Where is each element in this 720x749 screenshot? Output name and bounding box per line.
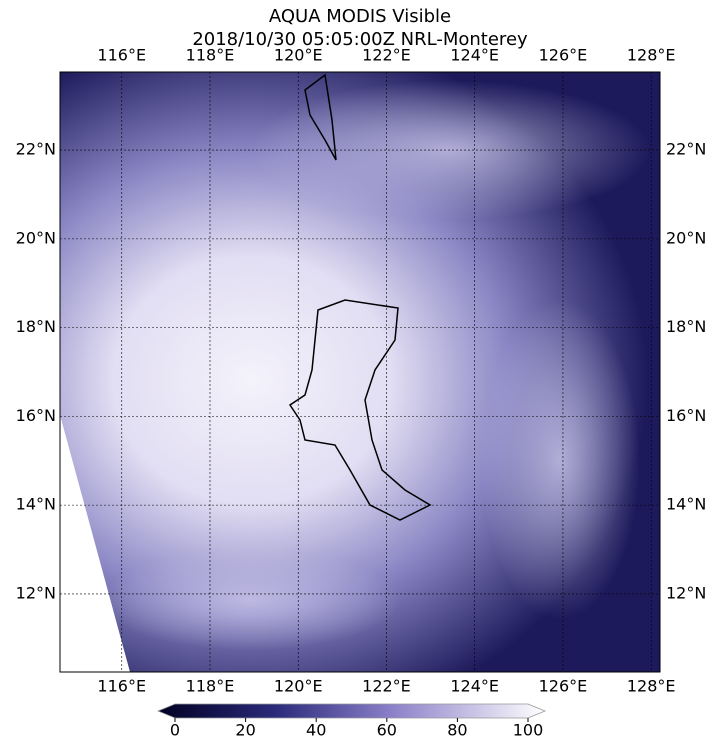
colorbar-tick-label: 0 bbox=[170, 721, 180, 740]
lat-tick-label: 14°N bbox=[666, 495, 706, 514]
title: AQUA MODIS Visible bbox=[269, 6, 451, 27]
colorbar-tick-label: 20 bbox=[235, 721, 255, 740]
lon-tick-label: 116°E bbox=[97, 46, 146, 65]
colorbar-tick-label: 80 bbox=[447, 721, 467, 740]
lat-tick-label: 12°N bbox=[16, 583, 56, 602]
colorbar-tick-label: 60 bbox=[377, 721, 397, 740]
lat-tick-label: 14°N bbox=[16, 495, 56, 514]
satellite-image bbox=[60, 72, 660, 672]
colorbar-tick-label: 40 bbox=[306, 721, 326, 740]
map-frame bbox=[59, 71, 661, 673]
subtitle: 2018/10/30 05:05:00Z NRL-Monterey bbox=[192, 29, 528, 50]
lon-tick-label: 122°E bbox=[362, 46, 411, 65]
lat-tick-label: 16°N bbox=[16, 406, 56, 425]
lat-tick-label: 16°N bbox=[666, 406, 706, 425]
lat-tick-label: 22°N bbox=[16, 140, 56, 159]
lon-tick-label: 118°E bbox=[186, 46, 235, 65]
lat-tick-label: 20°N bbox=[666, 228, 706, 247]
colorbar bbox=[156, 703, 547, 719]
lat-tick-label: 18°N bbox=[666, 317, 706, 336]
lon-tick-label: 118°E bbox=[186, 677, 235, 696]
lat-tick-label: 20°N bbox=[16, 228, 56, 247]
lat-tick-label: 18°N bbox=[16, 317, 56, 336]
lon-tick-label: 120°E bbox=[274, 46, 323, 65]
lon-tick-label: 124°E bbox=[450, 677, 499, 696]
lat-tick-label: 22°N bbox=[666, 140, 706, 159]
lon-tick-label: 128°E bbox=[627, 677, 676, 696]
lat-tick-label: 12°N bbox=[666, 583, 706, 602]
lon-tick-label: 124°E bbox=[450, 46, 499, 65]
lon-tick-label: 128°E bbox=[627, 46, 676, 65]
lon-tick-label: 120°E bbox=[274, 677, 323, 696]
lon-tick-label: 126°E bbox=[539, 677, 588, 696]
lon-tick-label: 116°E bbox=[97, 677, 146, 696]
lon-tick-label: 122°E bbox=[362, 677, 411, 696]
lon-tick-label: 126°E bbox=[539, 46, 588, 65]
colorbar-tick-label: 100 bbox=[513, 721, 544, 740]
